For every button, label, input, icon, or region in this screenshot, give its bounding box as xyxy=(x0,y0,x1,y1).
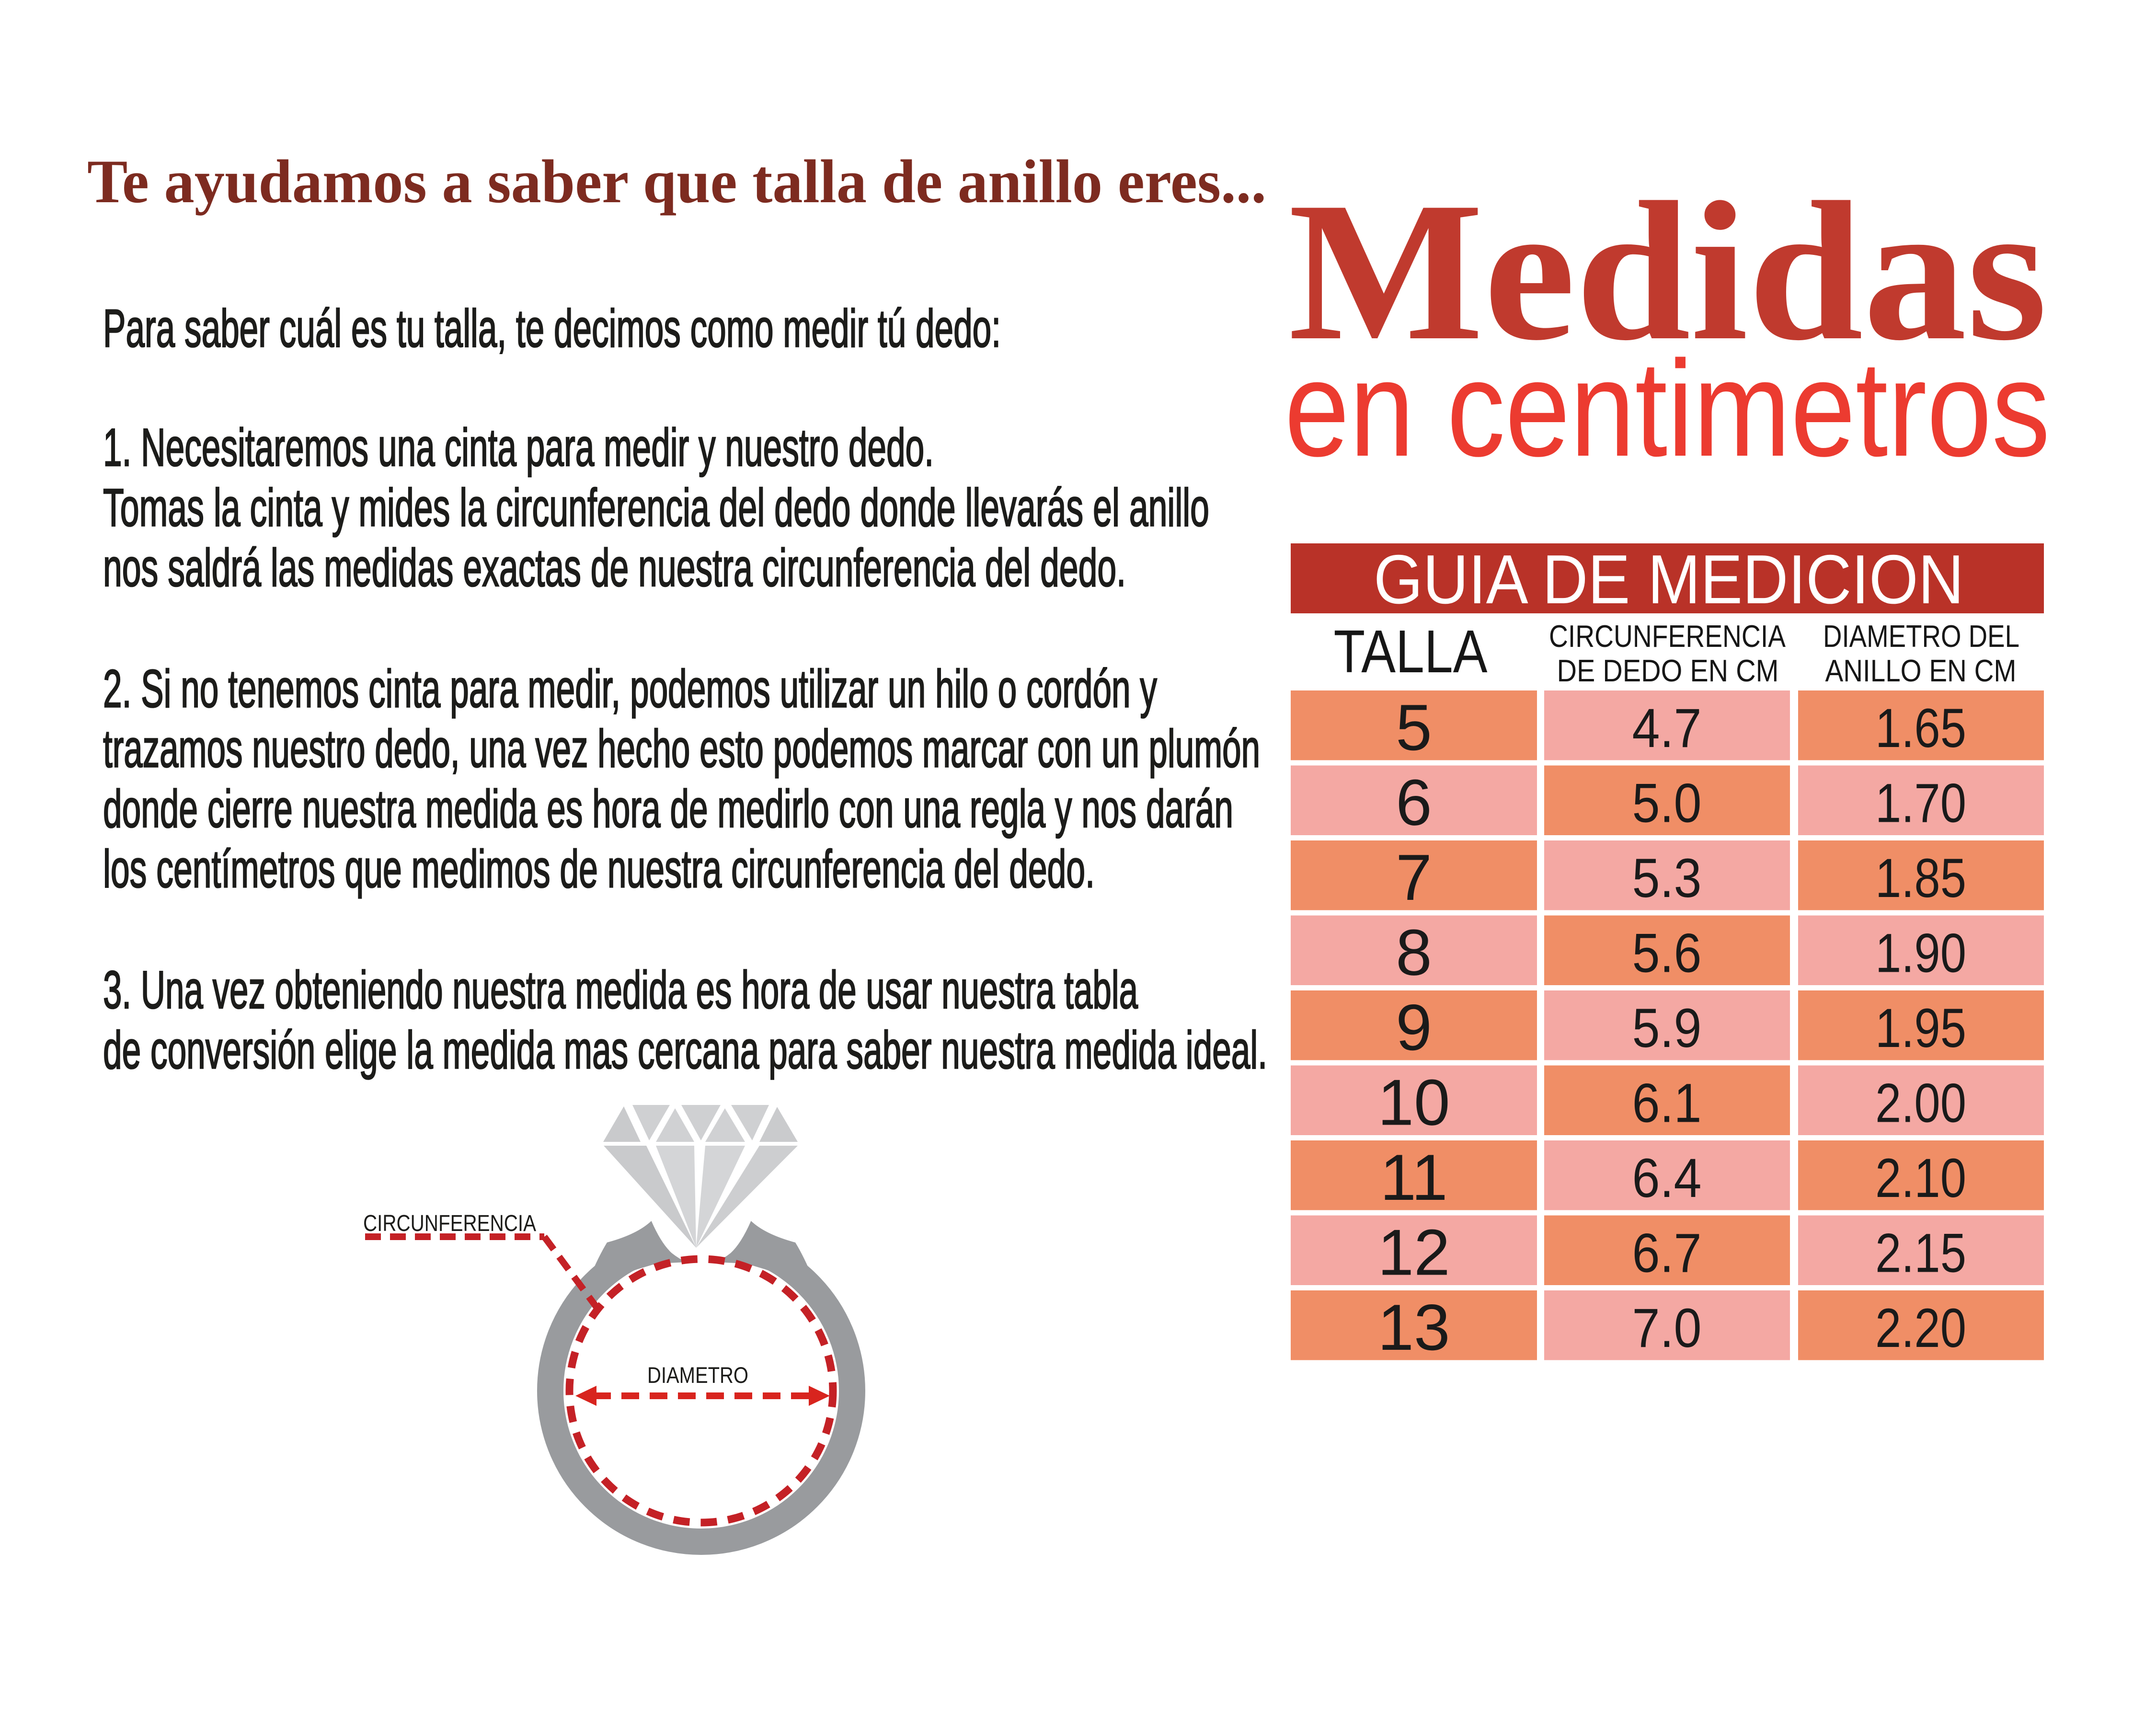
svg-text:DE DEDO EN CM: DE DEDO EN CM xyxy=(1557,653,1779,688)
svg-text:en centimetros: en centimetros xyxy=(1284,333,2050,485)
svg-text:2.20: 2.20 xyxy=(1875,1298,1966,1359)
svg-text:donde cierre nuestra medida es: donde cierre nuestra medida es hora de m… xyxy=(103,779,1233,839)
svg-text:2.15: 2.15 xyxy=(1875,1223,1966,1284)
svg-text:CIRCUNFERENCIA: CIRCUNFERENCIA xyxy=(363,1211,536,1236)
svg-text:2.10: 2.10 xyxy=(1875,1148,1966,1209)
svg-text:CIRCUNFERENCIA: CIRCUNFERENCIA xyxy=(1549,619,1786,654)
svg-text:5.6: 5.6 xyxy=(1632,923,1702,984)
svg-text:DIAMETRO DEL: DIAMETRO DEL xyxy=(1823,619,2019,654)
svg-text:11: 11 xyxy=(1380,1141,1447,1214)
svg-text:5.0: 5.0 xyxy=(1632,773,1702,834)
svg-text:4.7: 4.7 xyxy=(1632,698,1702,759)
svg-text:1.70: 1.70 xyxy=(1875,773,1966,834)
svg-text:2. Si no tenemos cinta para me: 2. Si no tenemos cinta para medir, podem… xyxy=(103,659,1157,719)
svg-text:1.85: 1.85 xyxy=(1875,848,1966,909)
svg-text:6.1: 6.1 xyxy=(1632,1073,1702,1134)
svg-text:9: 9 xyxy=(1396,991,1432,1064)
svg-text:6.7: 6.7 xyxy=(1632,1223,1702,1284)
svg-text:3. Una vez obteniendo nuestra: 3. Una vez obteniendo nuestra medida es … xyxy=(103,960,1138,1020)
svg-text:TALLA: TALLA xyxy=(1334,618,1488,685)
svg-text:2.00: 2.00 xyxy=(1875,1073,1966,1134)
svg-text:Te ayudamos a saber que talla: Te ayudamos a saber que talla de anillo … xyxy=(87,147,1266,216)
svg-text:GUIA DE MEDICION: GUIA DE MEDICION xyxy=(1374,540,1964,618)
svg-text:5.9: 5.9 xyxy=(1632,998,1702,1059)
svg-text:5: 5 xyxy=(1396,691,1432,764)
svg-text:1. Necesitaremos una cinta par: 1. Necesitaremos una cinta para medir y … xyxy=(103,418,934,477)
svg-text:1.95: 1.95 xyxy=(1875,998,1966,1059)
svg-text:1.90: 1.90 xyxy=(1875,923,1966,984)
svg-text:6.4: 6.4 xyxy=(1632,1148,1702,1209)
svg-text:trazamos nuestro dedo, una vez: trazamos nuestro dedo, una vez hecho est… xyxy=(103,719,1260,779)
svg-text:Para saber cuál es tu talla, t: Para saber cuál es tu talla, te decimos … xyxy=(103,299,1001,358)
svg-text:nos saldrá las medidas exactas: nos saldrá las medidas exactas de nuestr… xyxy=(103,538,1126,598)
svg-text:1.65: 1.65 xyxy=(1875,698,1966,759)
svg-text:13: 13 xyxy=(1377,1291,1450,1364)
svg-text:de conversión elige la medida: de conversión elige la medida mas cercan… xyxy=(103,1021,1267,1080)
svg-text:los centímetros que medimos de: los centímetros que medimos de nuestra c… xyxy=(103,840,1095,899)
svg-text:ANILLO EN CM: ANILLO EN CM xyxy=(1825,653,2017,688)
svg-text:Tomas la cinta y mides la circ: Tomas la cinta y mides la circunferencia… xyxy=(103,478,1209,538)
svg-text:6: 6 xyxy=(1396,766,1432,839)
svg-text:12: 12 xyxy=(1377,1216,1450,1289)
svg-text:Medidas: Medidas xyxy=(1288,161,2047,381)
svg-text:8: 8 xyxy=(1396,916,1432,989)
svg-text:10: 10 xyxy=(1377,1066,1450,1139)
svg-text:7.0: 7.0 xyxy=(1632,1298,1702,1359)
svg-text:DIAMETRO: DIAMETRO xyxy=(647,1362,748,1388)
svg-text:5.3: 5.3 xyxy=(1632,848,1702,909)
svg-text:7: 7 xyxy=(1396,841,1432,914)
